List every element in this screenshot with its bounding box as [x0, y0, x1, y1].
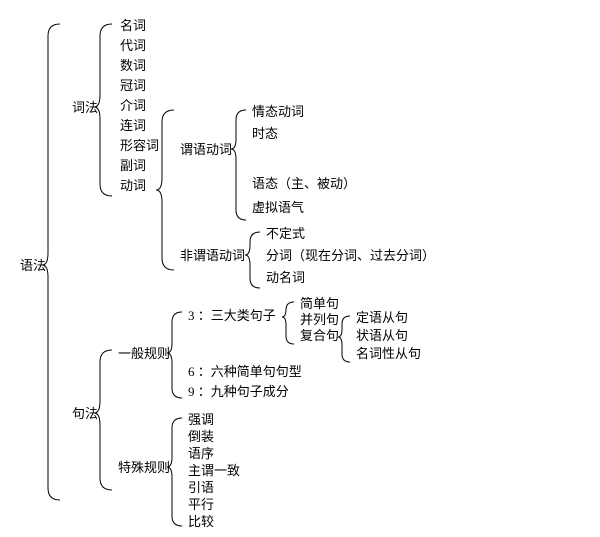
weiyu-brace — [231, 110, 246, 220]
yiban-item-2: 9 ：九种句子成分 — [188, 384, 289, 399]
sandalei-item-0: 简单句 — [300, 296, 339, 311]
teshu-label: 特殊规则 — [118, 460, 170, 475]
yiban-item-0: 3 ：三大类句子 — [188, 308, 276, 323]
weiyu-item-2: 语态（主、被动） — [252, 176, 356, 191]
cifa-item-1: 代词 — [120, 38, 146, 53]
teshu-item-4: 引语 — [188, 480, 214, 495]
teshu-item-6: 比较 — [188, 514, 214, 529]
teshu-item-2: 语序 — [188, 446, 214, 461]
weiyu-item-0: 情态动词 — [252, 104, 304, 119]
feiweiyu-item-0: 不定式 — [266, 226, 305, 241]
cifa-item-6: 形容词 — [120, 138, 159, 153]
cifa-item-3: 冠词 — [120, 78, 146, 93]
cifa-item-4: 介词 — [120, 98, 146, 113]
cifa-item-5: 连词 — [120, 118, 146, 133]
dongci-brace — [156, 110, 174, 270]
feiweiyu-item-1: 分词（现在分词、过去分词） — [266, 248, 435, 263]
fuhe-item-2: 名词性从句 — [356, 346, 421, 361]
cifa-item-2: 数词 — [120, 58, 146, 73]
yiban-item-1: 6 ：六种简单句句型 — [188, 364, 302, 379]
cifa-item-7: 副词 — [120, 158, 146, 173]
cifa-item-8: 动词 — [120, 178, 146, 193]
fuhe-brace — [338, 316, 350, 362]
cifa-item-0: 名词 — [120, 18, 146, 33]
feiweiyu-brace — [245, 232, 260, 288]
teshu-item-1: 倒装 — [188, 429, 214, 444]
fuhe-item-1: 状语从句 — [356, 328, 408, 343]
fuhe-item-0: 定语从句 — [356, 310, 408, 325]
yiban-label: 一般规则 — [118, 346, 170, 361]
weiyu-label: 谓语动词 — [180, 142, 232, 157]
sandalei-item-1: 并列句 — [300, 312, 339, 327]
teshu-item-0: 强调 — [188, 412, 214, 427]
teshu-item-5: 平行 — [188, 497, 214, 512]
weiyu-item-3: 虚拟语气 — [252, 200, 304, 215]
grammar-tree: 语法词法名词代词数词冠词介词连词形容词副词动词谓语动词情态动词时态语态（主、被动… — [0, 0, 600, 532]
feiweiyu-item-2: 动名词 — [266, 270, 305, 285]
sandalei-brace — [282, 302, 294, 344]
weiyu-item-1: 时态 — [252, 126, 278, 141]
teshu-item-3: 主谓一致 — [188, 463, 240, 478]
sandalei-item-2: 复合句 — [300, 328, 339, 343]
feiweiyu-label: 非谓语动词 — [180, 248, 245, 263]
